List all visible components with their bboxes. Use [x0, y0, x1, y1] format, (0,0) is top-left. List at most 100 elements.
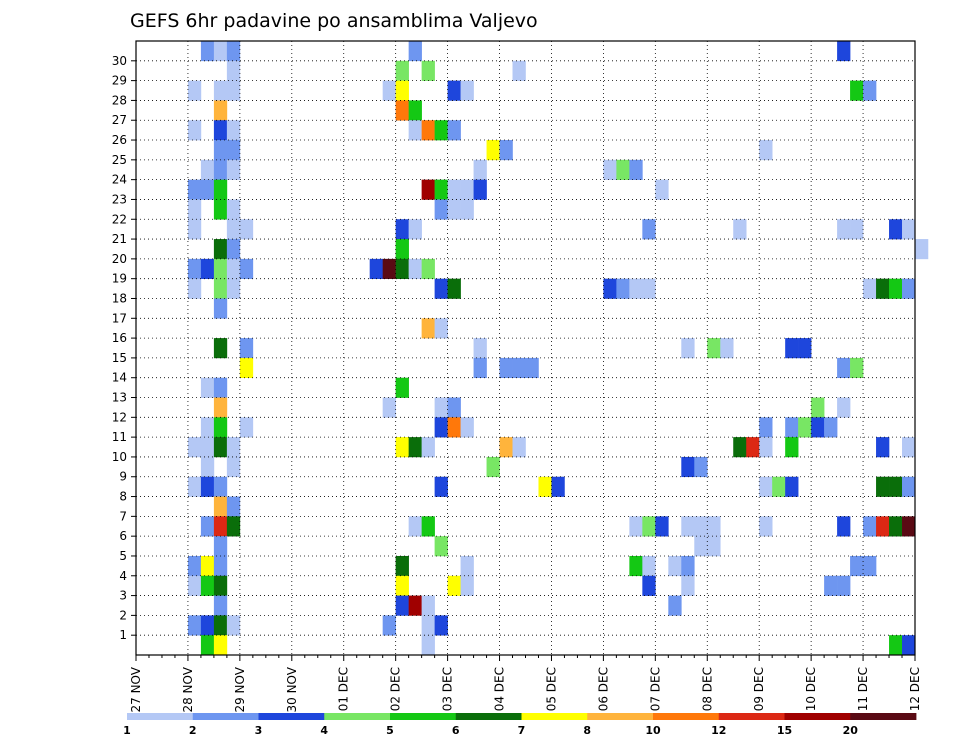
- precip-cell: [902, 278, 916, 299]
- precip-cell: [902, 219, 916, 240]
- precip-cell: [408, 41, 422, 62]
- precip-cell: [213, 397, 228, 418]
- precip-cell: [187, 575, 202, 596]
- precip-cell: [863, 278, 877, 299]
- precip-cell: [486, 140, 500, 161]
- x-tick-label: 08 DEC: [700, 667, 714, 711]
- precip-cell: [395, 239, 409, 260]
- precip-cell: [837, 575, 851, 596]
- precip-cell: [434, 199, 448, 220]
- precip-cell: [512, 60, 526, 81]
- precip-cell: [473, 179, 487, 200]
- precip-cell: [187, 80, 202, 101]
- precip-cell: [395, 555, 409, 577]
- precip-cell: [876, 516, 890, 537]
- precip-cell: [226, 456, 241, 478]
- precip-cell: [629, 159, 643, 180]
- y-tick-label: 24: [112, 173, 127, 187]
- precip-cell: [382, 258, 396, 279]
- precip-cell: [187, 219, 202, 240]
- precip-cell: [213, 298, 228, 319]
- precip-cell: [642, 219, 656, 240]
- precip-cell: [616, 159, 630, 180]
- precip-cell: [213, 258, 228, 279]
- precip-cell: [681, 575, 695, 596]
- precip-cell: [226, 80, 241, 101]
- y-tick-label: 6: [119, 529, 127, 543]
- precip-cell: [538, 476, 552, 497]
- precip-cell: [902, 516, 916, 537]
- y-tick-label: 19: [112, 272, 127, 286]
- precip-cell: [616, 278, 630, 299]
- colorbar-segment: [455, 713, 522, 720]
- precip-cell: [707, 536, 721, 557]
- colorbar-label: 6: [452, 724, 460, 737]
- x-axis-tick-labels: 27 NOV 28 NOV 29 NOV 30 NOV 01 DEC 02 DEC 03 D…: [129, 666, 922, 712]
- precip-cell: [421, 318, 435, 339]
- precip-cell: [889, 476, 903, 497]
- precip-cell: [421, 595, 435, 616]
- colorbar-label: 1: [123, 724, 131, 737]
- colorbar-label: 10: [645, 724, 661, 737]
- precip-cell: [681, 555, 695, 577]
- y-tick-label: 27: [112, 113, 127, 127]
- precip-cell: [200, 516, 215, 537]
- x-tick-label: 09 DEC: [752, 667, 766, 711]
- precip-cell: [213, 159, 228, 180]
- x-tick-label: 12 DEC: [908, 667, 922, 711]
- precip-cell: [850, 555, 864, 577]
- y-tick-label: 23: [112, 192, 127, 206]
- y-tick-label: 15: [112, 351, 127, 365]
- precip-cell: [460, 179, 474, 200]
- precip-cell: [213, 575, 228, 596]
- y-tick-label: 1: [119, 628, 127, 642]
- precip-cell: [447, 179, 461, 200]
- precip-cell: [213, 41, 228, 62]
- precip-cell: [681, 456, 695, 478]
- precip-cell: [707, 516, 721, 537]
- precip-cell: [863, 80, 877, 101]
- precip-cell: [187, 120, 202, 141]
- colorbar-label: 4: [320, 724, 328, 737]
- precip-cell: [421, 516, 435, 537]
- precip-cell: [629, 516, 643, 537]
- colorbar-segment: [258, 713, 325, 720]
- x-tick-label: 07 DEC: [648, 667, 662, 711]
- precip-cell: [772, 476, 786, 497]
- precip-cell: [369, 258, 383, 279]
- precip-cell: [200, 41, 215, 62]
- y-tick-label: 25: [112, 153, 127, 167]
- precip-cell: [434, 417, 448, 438]
- precip-cell: [837, 41, 851, 62]
- precip-cell: [226, 219, 241, 240]
- precip-cell: [395, 377, 409, 398]
- colorbar-segment: [718, 713, 785, 720]
- precip-cell: [876, 278, 890, 299]
- y-tick-label: 17: [112, 311, 127, 325]
- precip-cell: [213, 496, 228, 517]
- precip-cell: [200, 258, 215, 279]
- y-tick-label: 12: [112, 410, 127, 424]
- precip-cell: [694, 456, 708, 478]
- precip-cell: [434, 318, 448, 339]
- x-tick-label: 29 NOV: [233, 666, 247, 712]
- precip-cell: [759, 476, 773, 497]
- precip-cell: [239, 219, 254, 240]
- precip-cell: [707, 338, 721, 359]
- y-tick-label: 22: [112, 212, 127, 226]
- precip-cell: [642, 278, 656, 299]
- precip-cell: [434, 397, 448, 418]
- colorbar-segment: [587, 713, 654, 720]
- precip-cell: [226, 41, 241, 62]
- precip-cell: [187, 437, 202, 458]
- precip-cell: [421, 615, 435, 636]
- precip-cell: [447, 397, 461, 418]
- precip-cell: [226, 516, 241, 537]
- precip-cell: [603, 278, 617, 299]
- colorbar-segment: [390, 713, 457, 720]
- precip-cell: [902, 437, 916, 458]
- precip-cell: [434, 179, 448, 200]
- colorbar-segment: [521, 713, 588, 720]
- x-tick-label: 30 NOV: [285, 666, 299, 712]
